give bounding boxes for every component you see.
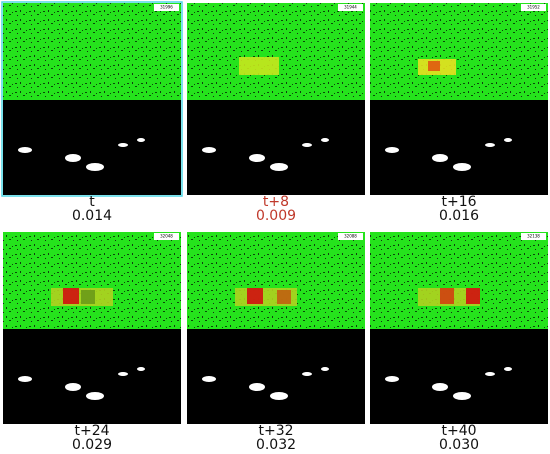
- mask-image: [370, 100, 548, 195]
- heatmap-image: [3, 232, 181, 329]
- heatmap-image: [370, 232, 548, 329]
- mask-blob: [18, 147, 32, 153]
- panel: 31944 t+80.009: [187, 3, 365, 224]
- heat-region: [428, 61, 440, 71]
- mask-blob: [18, 376, 32, 382]
- mask-blob: [432, 154, 448, 162]
- score: 0.030: [439, 437, 479, 453]
- mask-blob: [137, 138, 145, 142]
- heatmap-image: [187, 232, 365, 329]
- heatmap-image: [3, 3, 181, 100]
- frame-label: t+8: [263, 194, 289, 210]
- mask-image: [187, 329, 365, 424]
- mask-blob: [86, 163, 104, 171]
- mask-blob: [385, 147, 399, 153]
- frame-tag: [154, 4, 179, 11]
- mask-blob: [65, 154, 81, 162]
- frame-label: t: [89, 194, 95, 210]
- heat-region: [239, 57, 279, 75]
- mask-image: [187, 100, 365, 195]
- mask-blob: [432, 383, 448, 391]
- frame-id: 31944: [344, 5, 357, 10]
- mask-blob: [504, 367, 512, 371]
- frame-label: t+32: [258, 423, 293, 439]
- frame-id: 31996: [160, 5, 173, 10]
- heat-region: [466, 288, 480, 304]
- mask-blob: [321, 367, 329, 371]
- heat-region: [81, 290, 95, 304]
- frame-id: 32088: [344, 234, 357, 239]
- mask-blob: [485, 372, 495, 376]
- frame-tag: [154, 233, 179, 240]
- heat-region: [277, 290, 291, 304]
- score: 0.009: [256, 208, 296, 224]
- frame-label: t+24: [74, 423, 109, 439]
- frame-tag: [521, 233, 546, 240]
- mask-blob: [249, 383, 265, 391]
- heat-region: [247, 288, 263, 304]
- heatmap-image: [370, 3, 548, 100]
- heat-region: [440, 288, 454, 304]
- mask-blob: [321, 138, 329, 142]
- panel: 32088 t+320.032: [187, 232, 365, 453]
- mask-blob: [118, 143, 128, 147]
- score: 0.032: [256, 437, 296, 453]
- score: 0.014: [72, 208, 112, 224]
- highlight-border: [1, 1, 183, 197]
- mask-blob: [453, 163, 471, 171]
- panel: 32048 t+240.029: [3, 232, 181, 453]
- mask-blob: [202, 147, 216, 153]
- mask-blob: [249, 154, 265, 162]
- frame-id: 31952: [527, 5, 540, 10]
- panel: 31996 t0.014: [1, 1, 183, 224]
- frame-label: t+16: [441, 194, 476, 210]
- frame-tag: [338, 233, 363, 240]
- mask-blob: [504, 138, 512, 142]
- mask-blob: [118, 372, 128, 376]
- mask-image: [370, 329, 548, 424]
- mask-blob: [202, 376, 216, 382]
- frame-tag: [338, 4, 363, 11]
- mask-blob: [453, 392, 471, 400]
- frame-id: 32048: [160, 234, 173, 239]
- frame-label: t+40: [441, 423, 476, 439]
- mask-image: [3, 329, 181, 424]
- frame-id: 32138: [527, 234, 540, 239]
- heatmap-image: [187, 3, 365, 100]
- score: 0.029: [72, 437, 112, 453]
- mask-blob: [302, 372, 312, 376]
- mask-blob: [302, 143, 312, 147]
- panel: 32138 t+400.030: [370, 232, 548, 453]
- mask-blob: [86, 392, 104, 400]
- mask-blob: [137, 367, 145, 371]
- frame-tag: [521, 4, 546, 11]
- heat-region: [63, 288, 79, 304]
- mask-blob: [270, 392, 288, 400]
- mask-blob: [385, 376, 399, 382]
- panel: 31952 t+160.016: [370, 3, 548, 224]
- mask-image: [3, 100, 181, 195]
- mask-blob: [485, 143, 495, 147]
- score: 0.016: [439, 208, 479, 224]
- mask-blob: [65, 383, 81, 391]
- mask-blob: [270, 163, 288, 171]
